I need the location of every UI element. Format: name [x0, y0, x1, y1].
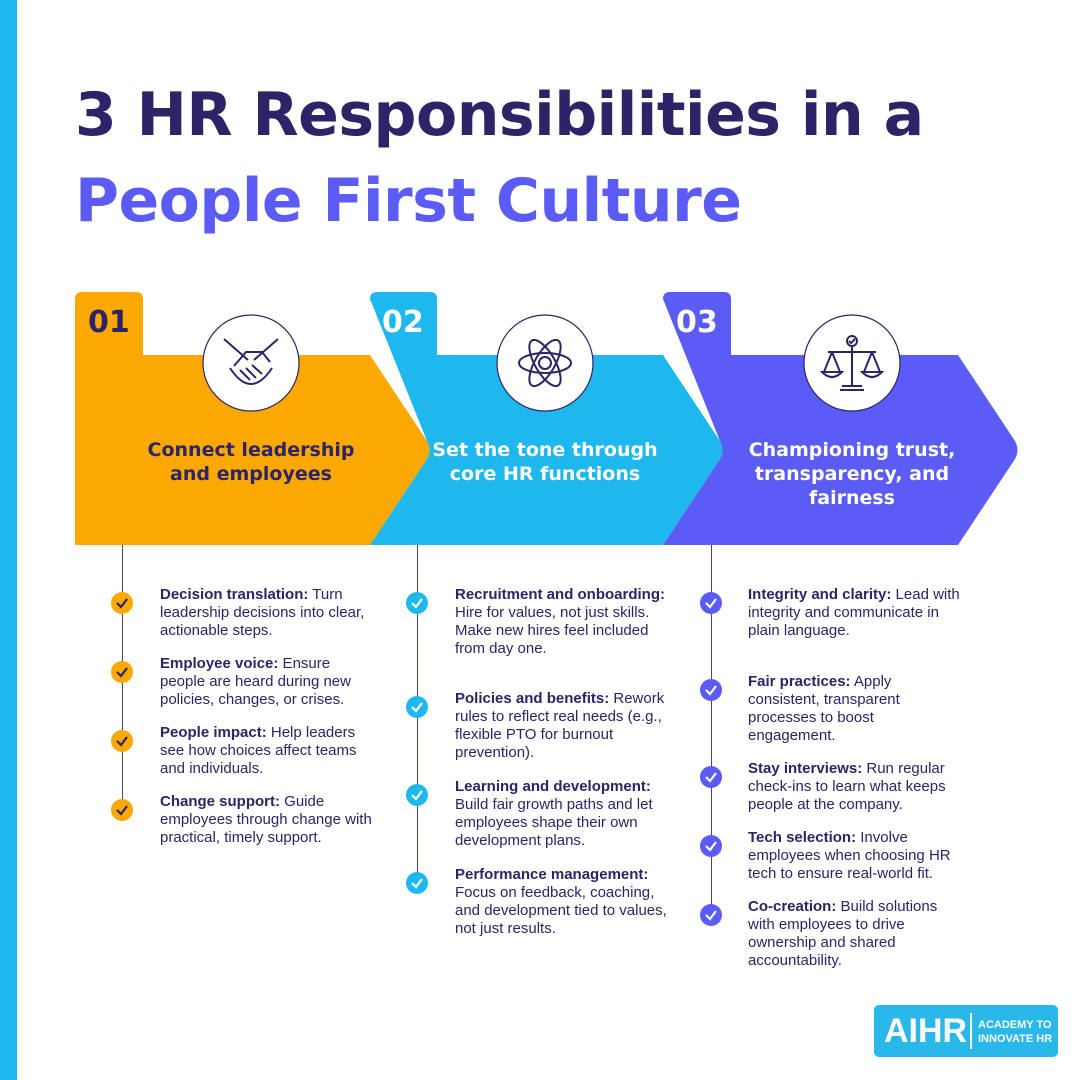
checkmark-icon — [700, 679, 722, 701]
list-item: Stay interviews: Run regular check-ins t… — [748, 760, 963, 814]
step-1-arrow — [75, 292, 430, 545]
list-item: Policies and benefits: Rework rules to r… — [455, 690, 670, 762]
list-item-title: Tech selection: — [748, 829, 857, 846]
handshake-icon — [202, 314, 300, 412]
list-item-text: Involve employees when choosing HR tech … — [748, 829, 951, 882]
aihr-logo: AIHR ACADEMY TO INNOVATE HR — [874, 1005, 1058, 1057]
list-item-text: Turn leadership decisions into clear, ac… — [160, 586, 365, 639]
list-item: Performance management: Focus on feedbac… — [455, 866, 670, 938]
checkmark-icon — [700, 835, 722, 857]
step-1-number: 01 — [88, 305, 130, 340]
list-item-title: Integrity and clarity: — [748, 586, 892, 603]
list-item-title: Change support: — [160, 793, 280, 810]
checkmark-icon — [406, 592, 428, 614]
list-item-text: Ensure people are heard during new polic… — [160, 655, 351, 708]
list-item-title: Co-creation: — [748, 898, 837, 915]
list-item: Decision translation: Turn leadership de… — [160, 586, 375, 640]
list-item-title: Performance management: — [455, 866, 649, 883]
atom-icon — [496, 314, 594, 412]
checkmark-icon — [111, 592, 133, 614]
checkmark-icon — [111, 730, 133, 752]
page-title: 3 HR Responsibilities in a People First … — [75, 72, 924, 244]
list-item-title: Employee voice: — [160, 655, 279, 672]
checkmark-icon — [700, 766, 722, 788]
step-2-heading: Set the tone through core HR functions — [432, 439, 658, 485]
list-item-title: Stay interviews: — [748, 760, 863, 777]
list-item-title: Learning and development: — [455, 778, 651, 795]
list-item-title: Decision translation: — [160, 586, 309, 603]
list-item: Employee voice: Ensure people are heard … — [160, 655, 375, 709]
checkmark-icon — [700, 592, 722, 614]
list-item: Change support: Guide employees through … — [160, 793, 375, 847]
list-item: Fair practices: Apply consistent, transp… — [748, 673, 963, 745]
checkmark-icon — [406, 696, 428, 718]
list-item-text: Lead with integrity and communicate in p… — [748, 586, 960, 639]
step-arrows — [75, 292, 1018, 545]
checkmark-icon — [111, 799, 133, 821]
checkmark-icon — [406, 784, 428, 806]
list-item: Learning and development: Build fair gro… — [455, 778, 670, 850]
step-2-number: 02 — [382, 305, 424, 340]
list-item-title: Recruitment and onboarding: — [455, 586, 665, 603]
checkmark-icon — [111, 661, 133, 683]
step-3-timeline — [711, 545, 712, 915]
list-item-text: Apply consistent, transparent processes … — [748, 673, 900, 744]
step-2-arrow — [370, 292, 723, 545]
scales-icon — [803, 314, 901, 412]
list-item-title: Fair practices: — [748, 673, 851, 690]
checkmark-icon — [406, 872, 428, 894]
step-1-heading: Connect leadership and employees — [147, 439, 355, 485]
list-item: Tech selection: Involve employees when c… — [748, 829, 963, 883]
list-item-title: People impact: — [160, 724, 267, 741]
checkmark-icon — [700, 904, 722, 926]
list-item-text: Build fair growth paths and let employee… — [455, 796, 653, 849]
list-item-text: Help leaders see how choices affect team… — [160, 724, 357, 777]
list-item: People impact: Help leaders see how choi… — [160, 724, 375, 778]
left-accent-stripe — [0, 0, 17, 1080]
list-item-text: Hire for values, not just skills. Make n… — [455, 604, 650, 657]
list-item: Integrity and clarity: Lead with integri… — [748, 586, 963, 640]
list-item-text: Guide employees through change with prac… — [160, 793, 372, 846]
title-line-1: 3 HR Responsibilities in a — [75, 80, 924, 150]
list-item-text: Build solutions with employees to drive … — [748, 898, 938, 969]
step-3-arrow — [663, 292, 1018, 545]
list-item: Co-creation: Build solutions with employ… — [748, 898, 963, 970]
step-3-number: 03 — [676, 305, 718, 340]
list-item-text: Focus on feedback, coaching, and develop… — [455, 884, 667, 937]
list-item: Recruitment and onboarding: Hire for val… — [455, 586, 670, 658]
title-line-2: People First Culture — [75, 166, 742, 236]
list-item-text: Run regular check-ins to learn what keep… — [748, 760, 946, 813]
step-3-heading: Championing trust, transparency, and fai… — [748, 439, 956, 509]
list-item-title: Policies and benefits: — [455, 690, 610, 707]
list-item-text: Rework rules to reflect real needs (e.g.… — [455, 690, 665, 761]
